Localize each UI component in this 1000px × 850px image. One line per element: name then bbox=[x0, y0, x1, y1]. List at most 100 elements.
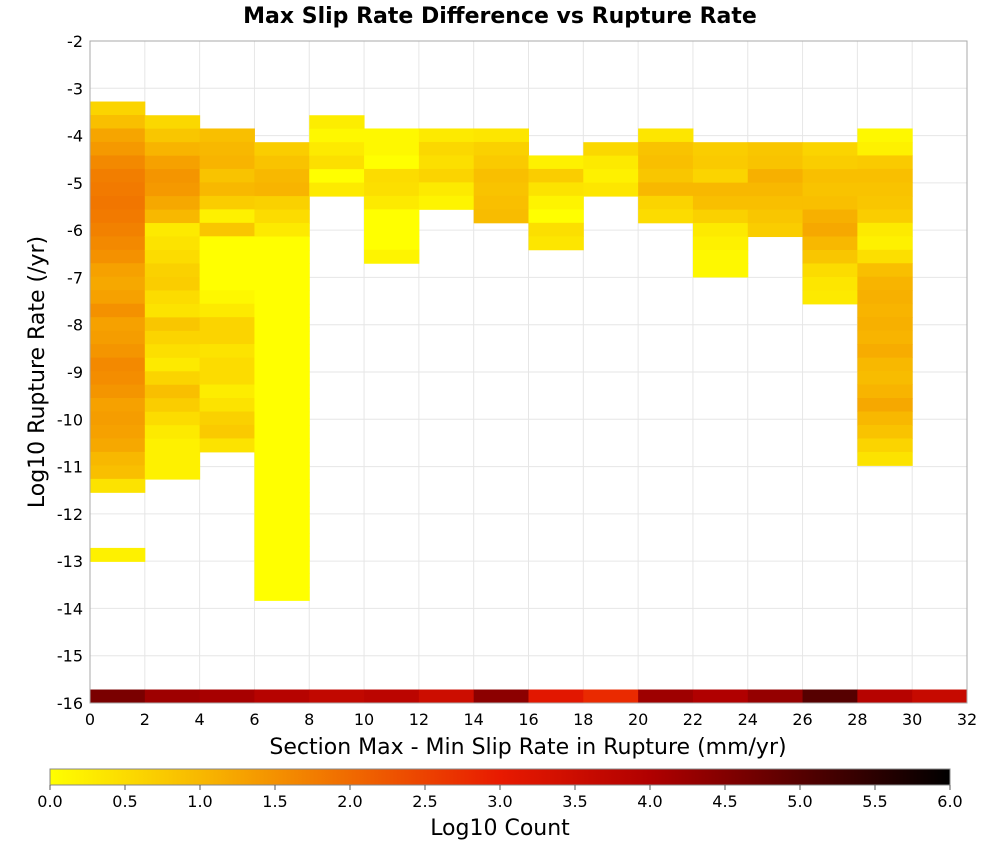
heatmap-cell bbox=[199, 303, 255, 318]
heatmap-cell bbox=[528, 236, 584, 251]
heatmap-cell bbox=[802, 250, 858, 264]
heatmap-cell bbox=[144, 411, 201, 426]
heatmap-cell bbox=[90, 438, 146, 453]
heatmap-cell bbox=[857, 182, 913, 197]
y-tick-label: -9 bbox=[67, 363, 83, 382]
strip-cell bbox=[692, 689, 749, 703]
x-tick-label: 24 bbox=[738, 710, 758, 729]
heatmap-cell bbox=[90, 128, 146, 143]
heatmap-cell bbox=[90, 276, 146, 291]
heatmap-cell bbox=[692, 236, 749, 251]
heatmap-cell bbox=[90, 424, 146, 439]
heatmap-cell bbox=[144, 303, 201, 318]
heatmap-cell bbox=[857, 209, 913, 224]
heatmap-cell bbox=[90, 398, 146, 412]
strip-cell bbox=[418, 689, 475, 703]
heatmap-cell bbox=[199, 128, 255, 143]
heatmap-cell bbox=[857, 195, 913, 210]
heatmap-cell bbox=[199, 384, 255, 399]
heatmap-cell bbox=[802, 223, 858, 238]
x-tick-label: 8 bbox=[304, 710, 314, 729]
x-tick-label: 26 bbox=[792, 710, 812, 729]
colorbar-tick-label: 6.0 bbox=[937, 792, 962, 811]
y-tick-label: -11 bbox=[57, 458, 83, 477]
strip-cell bbox=[364, 689, 420, 703]
strip-cell bbox=[638, 689, 694, 703]
heatmap-cell bbox=[802, 236, 858, 251]
heatmap-cell bbox=[144, 357, 201, 372]
y-tick-label: -15 bbox=[57, 647, 83, 666]
heatmap-cell bbox=[254, 559, 310, 574]
heatmap-cell bbox=[254, 492, 310, 507]
y-tick-label: -7 bbox=[67, 268, 83, 287]
heatmap-cell bbox=[692, 209, 749, 224]
heatmap-cell bbox=[254, 155, 310, 170]
heatmap-cell bbox=[199, 168, 255, 183]
colorbar-gradient bbox=[49, 768, 951, 786]
heatmap-cell bbox=[254, 344, 310, 359]
y-tick-label: -6 bbox=[67, 221, 83, 240]
heatmap-cell bbox=[309, 115, 365, 130]
heatmap-cell bbox=[90, 115, 146, 129]
y-tick-label: -12 bbox=[57, 505, 83, 524]
heatmap-cell bbox=[692, 250, 749, 264]
heatmap-cell bbox=[857, 398, 913, 412]
heatmap-cell bbox=[418, 128, 475, 143]
x-axis-ticks: 0 2 4 6 8 10 12 14 16 18 20 22 24 26 28 30 32 bbox=[85, 710, 977, 729]
heatmap-cell bbox=[802, 142, 858, 157]
x-tick-label: 12 bbox=[409, 710, 429, 729]
heatmap-cell bbox=[254, 142, 310, 157]
y-tick-label: -16 bbox=[57, 694, 83, 713]
bottom-strip bbox=[90, 689, 968, 703]
strip-cell bbox=[254, 689, 310, 703]
heatmap-cell bbox=[473, 209, 529, 224]
heatmap-cell bbox=[199, 155, 255, 170]
heatmap-cell bbox=[857, 249, 913, 264]
x-tick-label: 32 bbox=[957, 710, 977, 729]
heatmap-cell bbox=[90, 209, 146, 224]
heatmap-cell bbox=[528, 168, 584, 183]
heatmap-cell bbox=[199, 357, 255, 372]
colorbar: 0.0 0.5 1.0 1.5 2.0 2.5 3.0 3.5 4.0 4.5 5.0 5.5 6.0 … bbox=[37, 768, 963, 841]
y-axis-label: Log10 Rupture Rate (/yr) bbox=[25, 236, 50, 508]
heatmap-cell bbox=[857, 263, 913, 278]
x-tick-label: 14 bbox=[464, 710, 484, 729]
strip-cell bbox=[528, 689, 584, 703]
y-tick-label: -2 bbox=[67, 32, 83, 51]
heatmap-cell bbox=[90, 384, 146, 399]
heatmap-cell bbox=[144, 438, 201, 453]
strip-cell bbox=[473, 689, 529, 703]
heatmap-cell bbox=[857, 155, 913, 170]
heatmap-cell bbox=[747, 223, 804, 238]
heatmap-cell bbox=[747, 155, 804, 170]
heatmap-cell bbox=[144, 465, 201, 480]
heatmap-cell bbox=[528, 195, 584, 210]
heatmap-cell bbox=[857, 290, 913, 305]
heatmap-cell bbox=[199, 141, 255, 156]
x-tick-label: 20 bbox=[628, 710, 648, 729]
heatmap-cell bbox=[418, 182, 475, 197]
heatmap-cell bbox=[144, 209, 201, 224]
heatmap-cell bbox=[254, 452, 310, 467]
colorbar-tick-label: 3.5 bbox=[562, 792, 587, 811]
strip-cell bbox=[802, 689, 858, 703]
y-tick-label: -4 bbox=[67, 127, 83, 146]
heatmap-cell bbox=[254, 250, 310, 264]
plot-border bbox=[89, 40, 968, 704]
heatmap-cell bbox=[90, 344, 146, 359]
heatmap-cell bbox=[90, 263, 146, 278]
heatmap-cell bbox=[144, 196, 201, 211]
heatmap-cell bbox=[199, 424, 255, 439]
heatmap-cell bbox=[418, 168, 475, 183]
heatmap-cell bbox=[857, 317, 913, 332]
heatmap-cell bbox=[364, 155, 420, 170]
heatmap-cell bbox=[528, 182, 584, 197]
heatmap-cell bbox=[254, 236, 310, 251]
heatmap-cell bbox=[857, 344, 913, 359]
colorbar-tick-label: 4.5 bbox=[712, 792, 737, 811]
heatmap-cell bbox=[90, 155, 146, 170]
heatmap-cell bbox=[144, 182, 201, 197]
heatmap-cell bbox=[802, 263, 858, 278]
heatmap-cell bbox=[473, 155, 529, 170]
